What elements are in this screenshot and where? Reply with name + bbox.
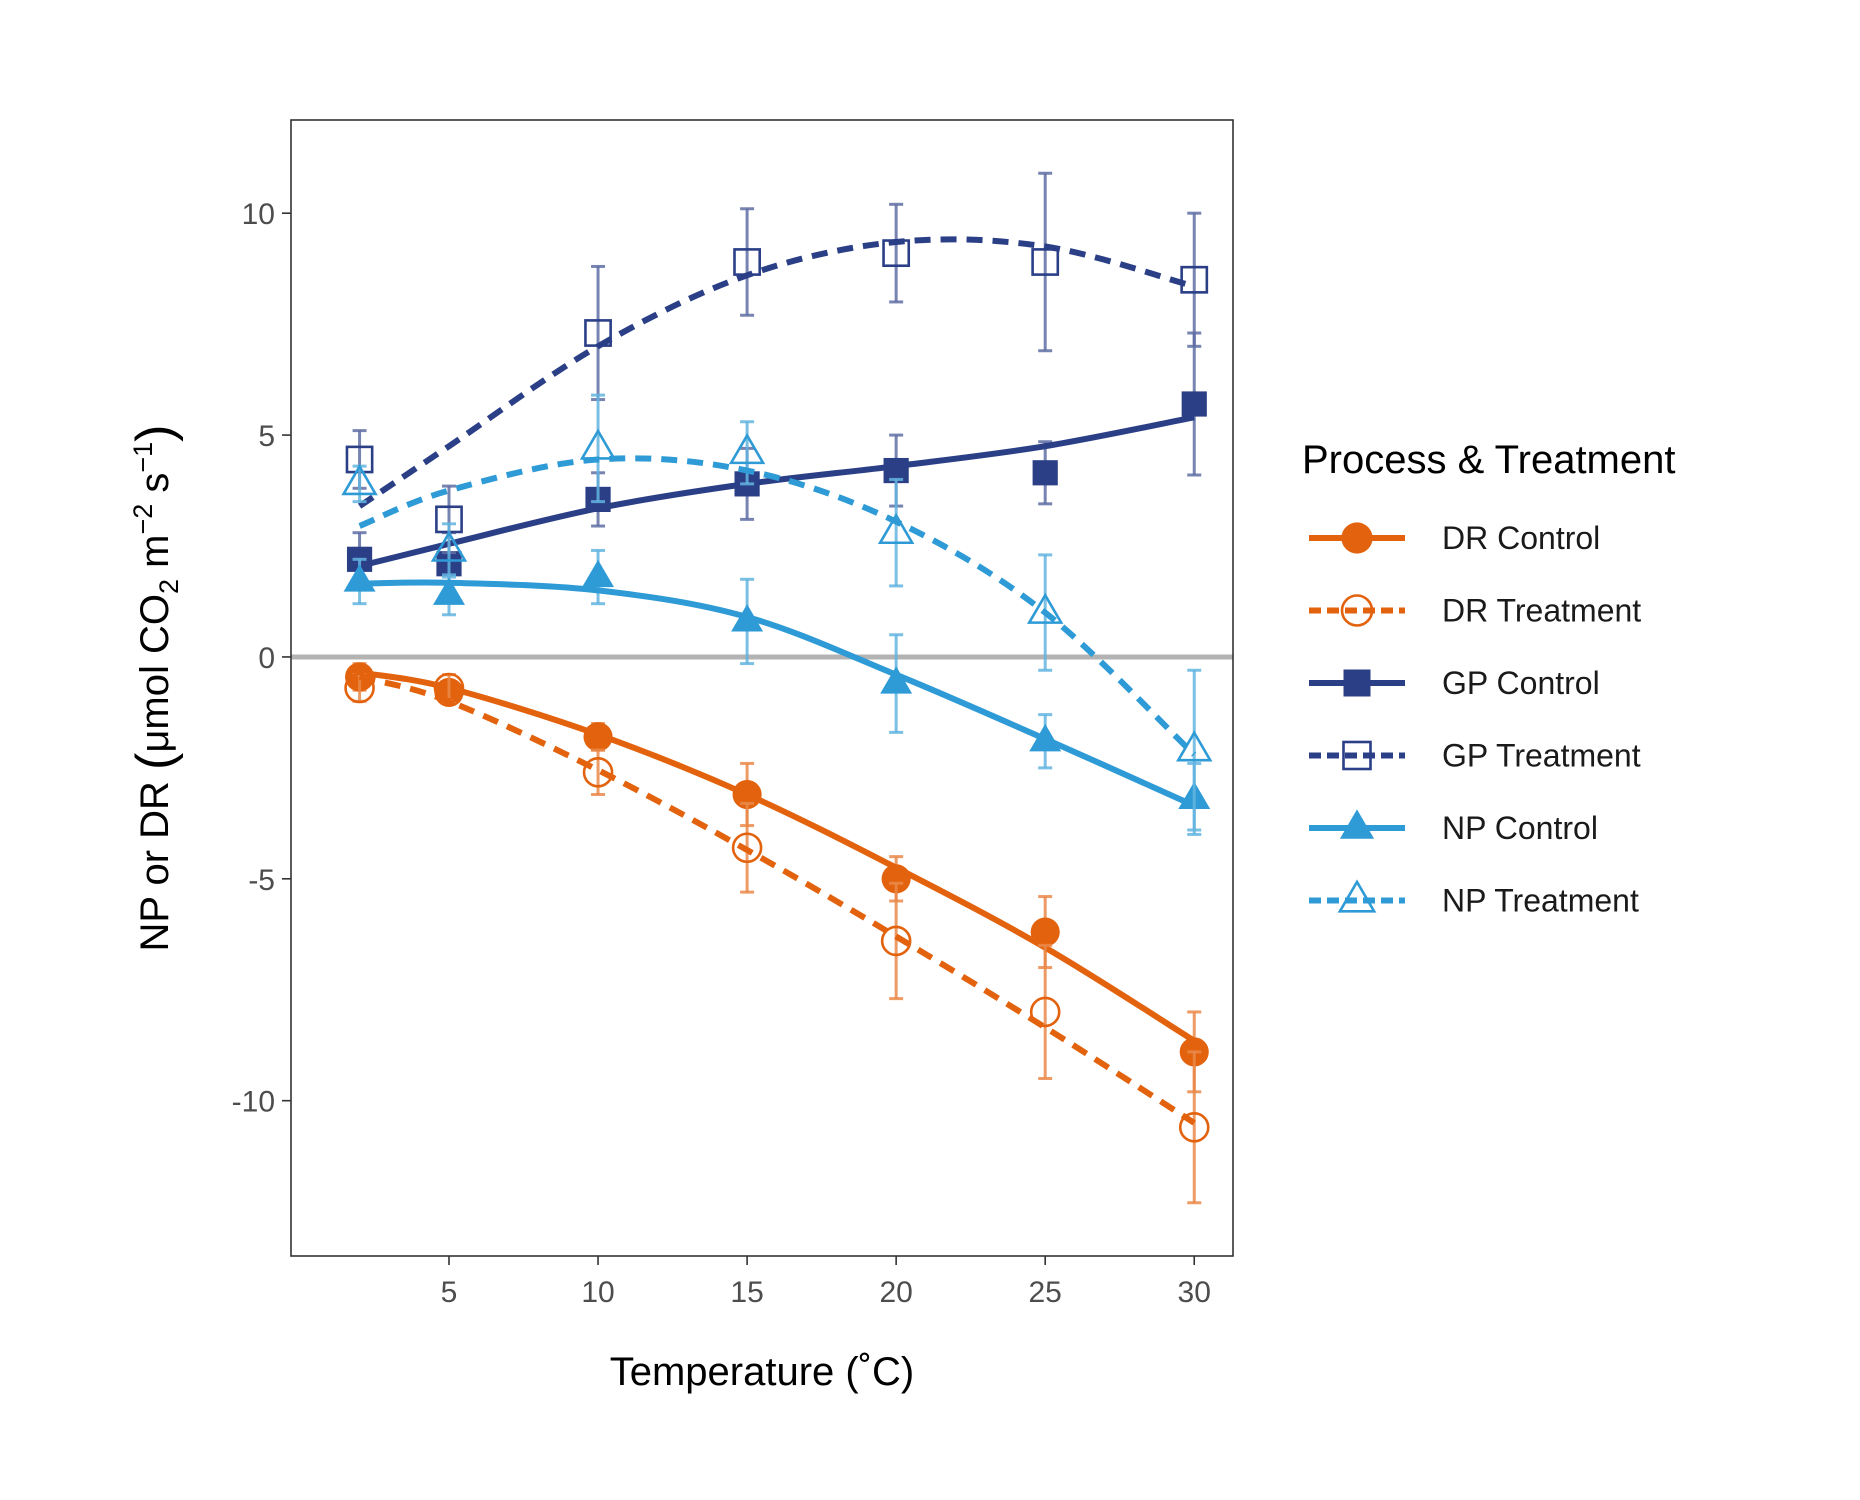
- legend-swatch-marker: [1342, 740, 1372, 771]
- y-tick-label: 5: [258, 420, 275, 453]
- data-point: [877, 512, 915, 545]
- data-point: [582, 559, 615, 588]
- panel-border: [290, 119, 1234, 1257]
- series-dr-treatment: [344, 672, 1210, 1205]
- data-point: [1181, 391, 1207, 417]
- data-point: [731, 604, 764, 632]
- plot-area: [291, 171, 1233, 1205]
- data-point: [1031, 248, 1060, 276]
- data-point: [1030, 917, 1060, 947]
- fit-line: [358, 455, 1197, 757]
- data-point: [1180, 265, 1209, 294]
- data-point: [880, 666, 913, 694]
- data-point: [433, 672, 465, 704]
- legend-item: DR Treatment: [1309, 593, 1641, 629]
- data-point: [733, 248, 761, 276]
- legend-swatch-marker: [1337, 879, 1377, 913]
- y-tick-label: 0: [258, 642, 275, 675]
- legend-item: DR Control: [1309, 520, 1600, 556]
- y-tick-label: -5: [248, 864, 275, 897]
- x-tick-label: 25: [1029, 1276, 1062, 1309]
- x-tick-label: 30: [1178, 1276, 1211, 1309]
- legend: Process & Treatment DR Control DR Treatmen…: [1302, 438, 1675, 919]
- legend-label: DR Control: [1442, 520, 1600, 556]
- legend-item: NP Treatment: [1309, 879, 1639, 919]
- data-point: [583, 722, 613, 752]
- legend-item: GP Treatment: [1309, 738, 1641, 774]
- x-tick-label: 20: [879, 1276, 912, 1309]
- fit-line: [359, 669, 1196, 1044]
- legend-swatch-marker: [1341, 522, 1373, 554]
- data-point: [728, 432, 766, 465]
- data-point: [880, 925, 912, 957]
- data-point: [731, 832, 763, 864]
- x-tick-label: 10: [581, 1276, 614, 1309]
- series-np-treatment: [341, 393, 1213, 832]
- data-point: [1032, 460, 1058, 486]
- x-axis-title: Temperature (˚C): [610, 1350, 915, 1394]
- data-point: [1026, 592, 1064, 624]
- data-point: [343, 564, 376, 592]
- legend-swatch-marker: [1340, 594, 1374, 627]
- data-point: [881, 864, 911, 894]
- legend-title: Process & Treatment: [1302, 438, 1675, 482]
- data-point: [341, 463, 378, 496]
- legend-label: NP Treatment: [1442, 883, 1639, 919]
- axes: 5 10 15 20 25 30 -10 -5 0 5 10 Temperature (˚C) NP o…: [126, 119, 1234, 1394]
- data-point: [584, 319, 612, 347]
- data-point: [1029, 723, 1062, 752]
- data-point: [1176, 730, 1213, 762]
- data-point: [344, 672, 375, 704]
- data-point: [433, 577, 465, 605]
- y-tick-label: 10: [242, 198, 275, 231]
- y-axis-title: NP or DR (μmol CO2 m−2 s−1): [126, 425, 184, 952]
- data-point: [1178, 1112, 1210, 1143]
- data-point: [430, 530, 468, 562]
- legend-swatch-marker: [1339, 809, 1375, 839]
- x-tick-label: 5: [441, 1276, 458, 1309]
- x-tick-label: 15: [730, 1276, 763, 1309]
- legend-item: GP Control: [1309, 665, 1600, 701]
- legend-swatch-marker: [1343, 669, 1371, 697]
- data-point: [582, 757, 614, 788]
- data-point: [1029, 996, 1061, 1028]
- legend-label: DR Treatment: [1442, 593, 1641, 629]
- legend-label: NP Control: [1442, 810, 1598, 846]
- legend-label: GP Control: [1442, 665, 1600, 701]
- data-point: [579, 428, 617, 460]
- fit-line: [358, 674, 1196, 1126]
- y-tick-label: -10: [232, 1086, 275, 1119]
- legend-label: GP Treatment: [1442, 738, 1641, 774]
- data-point: [732, 779, 762, 810]
- legend-item: NP Control: [1309, 809, 1598, 846]
- data-point: [882, 239, 911, 268]
